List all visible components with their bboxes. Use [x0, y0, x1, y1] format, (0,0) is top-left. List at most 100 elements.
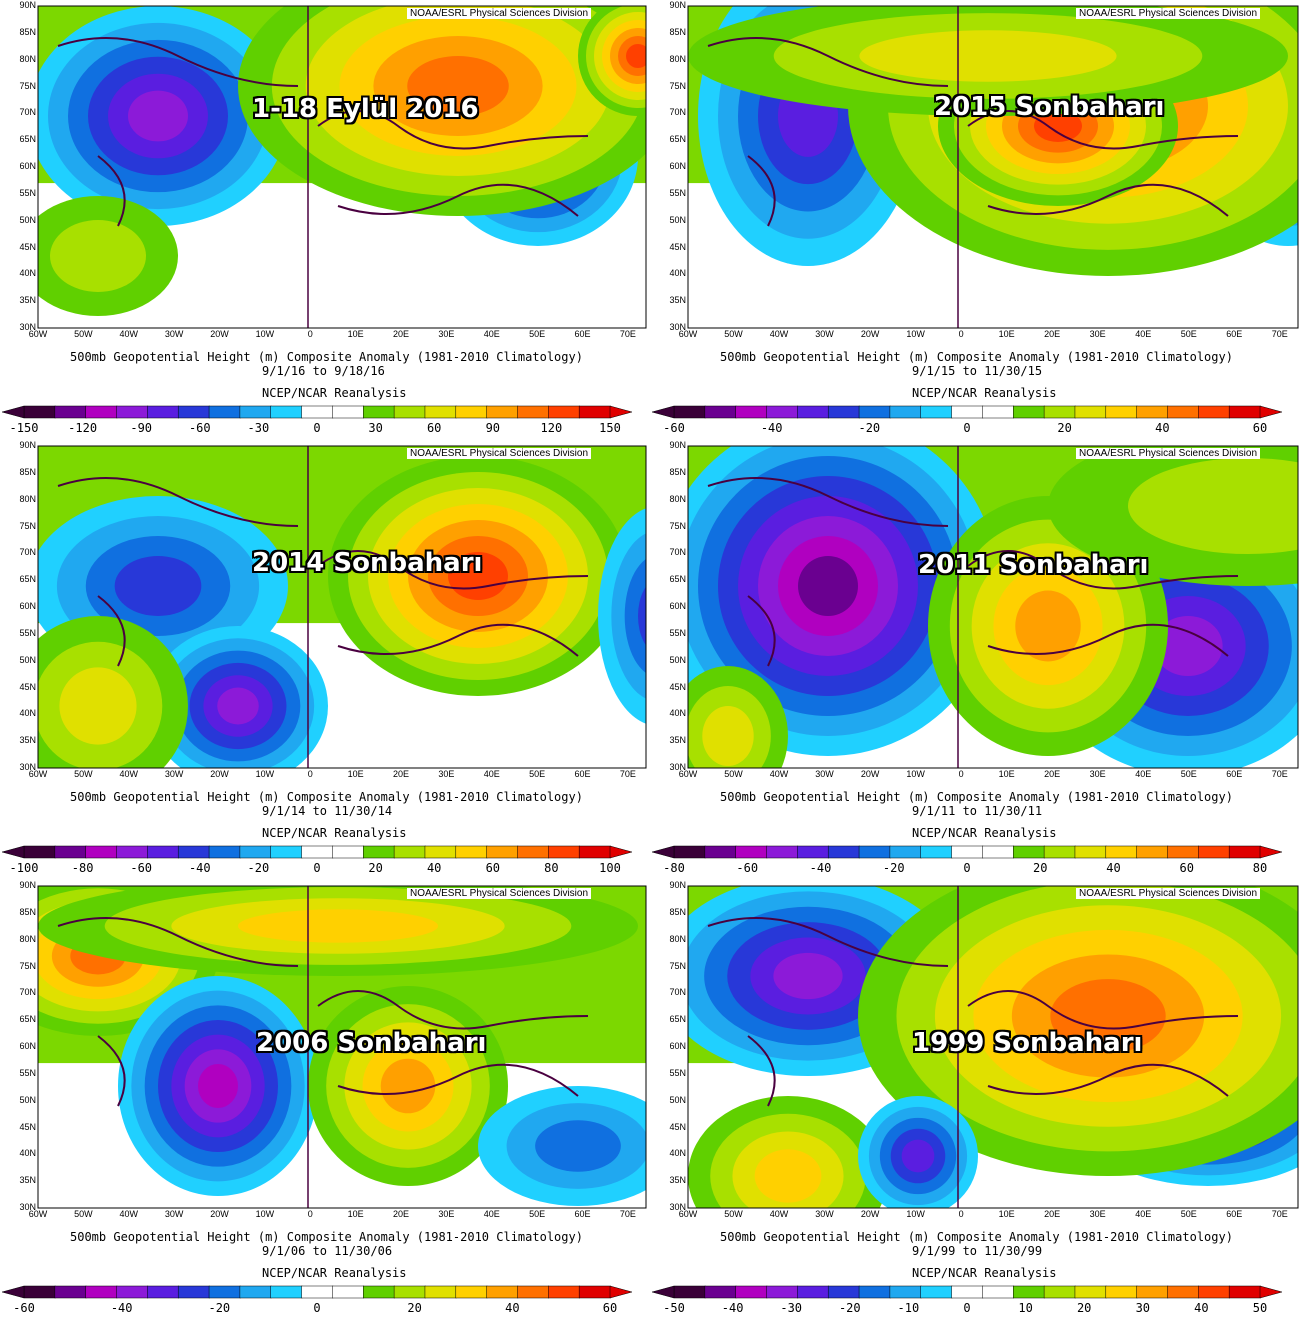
- anomaly-contour: [702, 706, 754, 766]
- latitude-label: 80N: [669, 53, 686, 64]
- color-scale-swatch: [424, 1285, 457, 1299]
- latitude-label: 85N: [669, 26, 686, 37]
- color-scale-swatch: [239, 845, 272, 859]
- latitude-label: 75N: [19, 520, 36, 531]
- color-scale-label: 40: [505, 1301, 520, 1315]
- color-scale-swatch: [735, 845, 768, 859]
- color-scale-swatch: [208, 405, 241, 419]
- longitude-label: 0: [307, 1209, 313, 1219]
- color-scale-swatch: [1136, 1285, 1169, 1299]
- latitude-label: 80N: [669, 933, 686, 944]
- color-scale-swatch: [1013, 1285, 1045, 1299]
- latitude-label: 40N: [669, 1148, 686, 1159]
- color-scale-bar: [651, 845, 1283, 859]
- scale-max-arrow: [1259, 1285, 1283, 1299]
- latitude-label: 35N: [669, 735, 686, 746]
- anomaly-contour: [198, 1064, 238, 1108]
- anomaly-contour: [128, 90, 188, 142]
- color-scale-swatch: [393, 405, 426, 419]
- latitude-label: 90N: [669, 0, 686, 10]
- color-scale-label: -30: [780, 1301, 803, 1315]
- color-scale-swatch: [1167, 405, 1200, 419]
- latitude-label: 60N: [669, 161, 686, 171]
- color-scale-swatch: [1136, 845, 1169, 859]
- latitude-label: 85N: [19, 26, 36, 37]
- longitude-label: 20W: [860, 769, 880, 779]
- anomaly-contour: [217, 687, 259, 725]
- latitude-label: 45N: [19, 681, 36, 692]
- longitude-label: 50E: [529, 329, 546, 339]
- color-scale-label: -60: [188, 421, 211, 435]
- caption-dates: 9/1/99 to 11/30/99: [912, 1244, 1043, 1258]
- latitude-label: 65N: [19, 1014, 36, 1025]
- color-scale-swatch: [889, 405, 922, 419]
- color-scale-swatch: [1198, 405, 1230, 419]
- longitude-label: 10E: [998, 1209, 1015, 1219]
- color-scale-label: 10: [1018, 1301, 1033, 1315]
- longitude-label: 40E: [483, 329, 500, 339]
- color-scale-swatch: [1105, 1285, 1138, 1299]
- caption-dates: 9/1/06 to 11/30/06: [262, 1244, 393, 1258]
- color-scale-swatch: [1013, 845, 1045, 859]
- anomaly-contour: [535, 1120, 621, 1172]
- anomaly-contour: [1128, 458, 1298, 554]
- latitude-label: 60N: [669, 601, 686, 611]
- color-scale-swatch: [889, 845, 922, 859]
- color-scale-bar: [1, 405, 633, 419]
- longitude-label: 30E: [438, 1209, 455, 1219]
- color-scale-swatch: [486, 405, 519, 419]
- longitude-label: 20W: [210, 1209, 229, 1219]
- latitude-label: 30N: [669, 762, 686, 772]
- color-scale-swatch: [766, 405, 799, 419]
- color-scale-swatch: [363, 1285, 395, 1299]
- color-scale-swatch: [766, 845, 799, 859]
- period-title: 2011 Sonbaharı: [918, 550, 1149, 580]
- longitude-label: 60E: [1226, 1209, 1243, 1219]
- color-scale-label: -20: [858, 421, 881, 435]
- color-scale-swatch: [578, 1285, 611, 1299]
- period-title: 1999 Sonbaharı: [912, 1028, 1143, 1058]
- anomaly-map: [687, 5, 1299, 329]
- latitude-label: 80N: [19, 933, 36, 944]
- scale-max-arrow: [1259, 405, 1283, 419]
- color-scale-swatch: [147, 405, 179, 419]
- color-scale-swatch: [1228, 845, 1261, 859]
- color-scale-swatch: [1043, 405, 1076, 419]
- color-scale-swatch: [1013, 405, 1045, 419]
- color-scale-label: -120: [68, 421, 98, 435]
- longitude-label: 20E: [1044, 769, 1061, 779]
- color-scale-swatch: [116, 1285, 149, 1299]
- longitude-label: 60E: [574, 329, 591, 339]
- color-scale-label: -60: [13, 1301, 35, 1315]
- color-scale-label: -90: [130, 421, 153, 435]
- color-scale-swatch: [951, 405, 984, 419]
- color-scale-bar: [1, 1285, 633, 1299]
- latitude-label: 70N: [19, 987, 36, 998]
- latitude-label: 75N: [19, 80, 36, 91]
- anomaly-map: [687, 885, 1299, 1209]
- color-scale-swatch: [982, 405, 1015, 419]
- scale-min-arrow: [651, 845, 675, 859]
- color-scale-swatch: [797, 405, 829, 419]
- color-scale-label: 30: [368, 421, 383, 435]
- longitude-label: 20W: [860, 1209, 880, 1219]
- color-scale-swatch: [578, 845, 611, 859]
- latitude-label: 55N: [19, 627, 36, 638]
- anomaly-contour: [380, 1058, 436, 1114]
- caption-dates: 9/1/11 to 11/30/11: [912, 804, 1043, 818]
- anomaly-contour: [114, 556, 202, 616]
- color-scale-swatch: [208, 845, 241, 859]
- scale-min-arrow: [1, 405, 25, 419]
- caption-source: NCEP/NCAR Reanalysis: [912, 386, 1057, 400]
- longitude-label: 30W: [164, 769, 184, 779]
- longitude-label: 60E: [1226, 329, 1243, 339]
- color-scale-swatch: [578, 405, 611, 419]
- coastline: [57, 917, 589, 1107]
- color-scale-label: 30: [1135, 1301, 1151, 1315]
- caption-variable: 500mb Geopotential Height (m) Composite …: [70, 350, 583, 364]
- color-scale-label: 40: [1194, 1301, 1209, 1315]
- anomaly-map: [687, 445, 1299, 769]
- color-scale-swatch: [332, 405, 365, 419]
- color-scale-swatch: [982, 845, 1015, 859]
- color-scale-swatch: [889, 1285, 922, 1299]
